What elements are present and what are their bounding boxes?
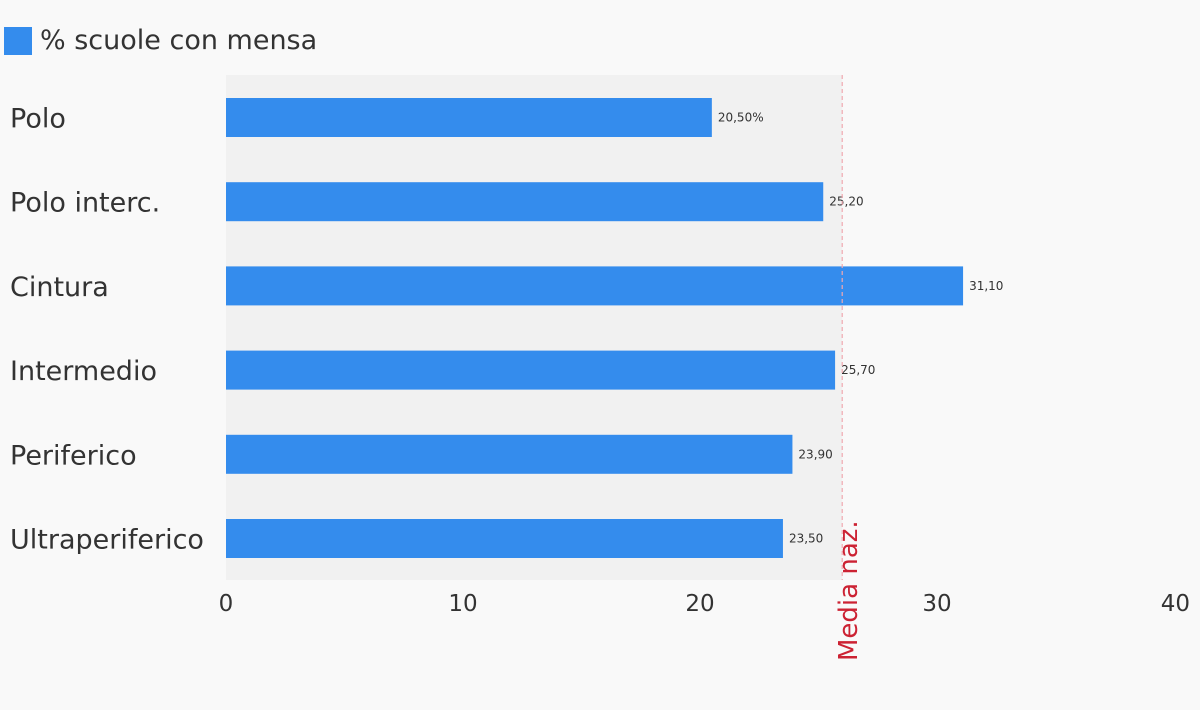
bar [226, 519, 783, 558]
x-tick-label: 10 [448, 591, 477, 617]
category-labels: Polo Polo interc. Cintura Intermedio Perifer… [10, 104, 204, 556]
bar [226, 266, 964, 306]
reference-line-label: Media naz. [834, 520, 864, 661]
bar-value-label: 23,50 [789, 532, 823, 546]
bar [226, 350, 836, 390]
plot-area [226, 75, 843, 580]
bar-value-label: 20,50% [718, 111, 764, 125]
bar-value-label: 25,70 [841, 363, 875, 377]
x-tick-label: 30 [922, 591, 951, 617]
category-label: Intermedio [10, 356, 157, 387]
bar-value-label: 31,10 [969, 279, 1003, 293]
value-labels: 20,50% 25,20 31,10 25,70 23,90 23,50 [718, 111, 1004, 546]
legend: % scuole con mensa [4, 22, 317, 60]
bar [226, 98, 712, 137]
bar [226, 182, 824, 222]
category-label: Polo [10, 104, 66, 135]
x-tick-label: 0 [219, 591, 234, 617]
category-label: Polo interc. [10, 188, 160, 219]
bar-value-label: 23,90 [798, 447, 832, 461]
bar [226, 434, 793, 474]
reference-line-group: Media naz. [834, 75, 864, 661]
legend-swatch [4, 27, 32, 55]
bar-value-label: 25,20 [829, 195, 863, 209]
x-tick-label: 40 [1161, 591, 1190, 617]
category-label: Ultraperiferico [10, 525, 204, 556]
bars [226, 98, 964, 558]
category-label: Cintura [10, 272, 109, 303]
x-tick-label: 20 [685, 591, 714, 617]
legend-label: % scuole con mensa [40, 25, 318, 56]
category-label: Periferico [10, 440, 137, 471]
x-axis-ticks: 0 10 20 30 40 [219, 591, 1190, 617]
